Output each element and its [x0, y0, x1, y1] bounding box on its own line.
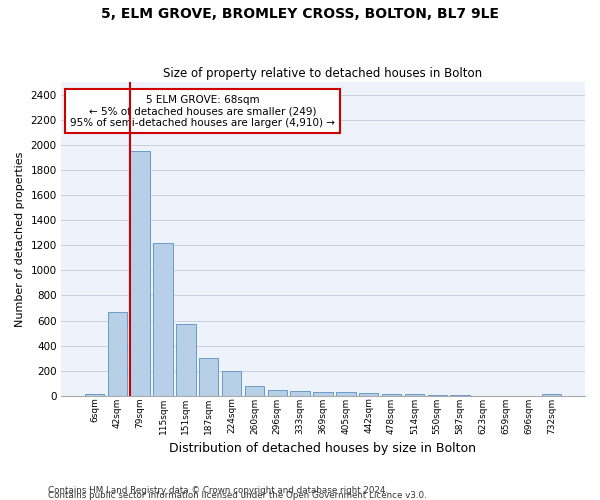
Bar [154, 242, 173, 396]
Bar [336, 392, 356, 396]
Bar [130, 151, 150, 396]
Bar [176, 324, 196, 396]
Text: Contains public sector information licensed under the Open Government Licence v3: Contains public sector information licen… [48, 491, 427, 500]
Bar [404, 394, 424, 396]
Bar [268, 390, 287, 396]
Text: 5 ELM GROVE: 68sqm
← 5% of detached houses are smaller (249)
95% of semi-detache: 5 ELM GROVE: 68sqm ← 5% of detached hous… [70, 94, 335, 128]
Bar [313, 392, 332, 396]
Text: 5, ELM GROVE, BROMLEY CROSS, BOLTON, BL7 9LE: 5, ELM GROVE, BROMLEY CROSS, BOLTON, BL7… [101, 8, 499, 22]
Bar [245, 386, 264, 396]
Bar [199, 358, 218, 396]
Title: Size of property relative to detached houses in Bolton: Size of property relative to detached ho… [163, 66, 482, 80]
Bar [107, 312, 127, 396]
Bar [542, 394, 561, 396]
X-axis label: Distribution of detached houses by size in Bolton: Distribution of detached houses by size … [169, 442, 476, 455]
Bar [382, 394, 401, 396]
Bar [359, 394, 379, 396]
Bar [85, 394, 104, 396]
Y-axis label: Number of detached properties: Number of detached properties [15, 152, 25, 326]
Text: Contains HM Land Registry data © Crown copyright and database right 2024.: Contains HM Land Registry data © Crown c… [48, 486, 388, 495]
Bar [222, 371, 241, 396]
Bar [290, 391, 310, 396]
